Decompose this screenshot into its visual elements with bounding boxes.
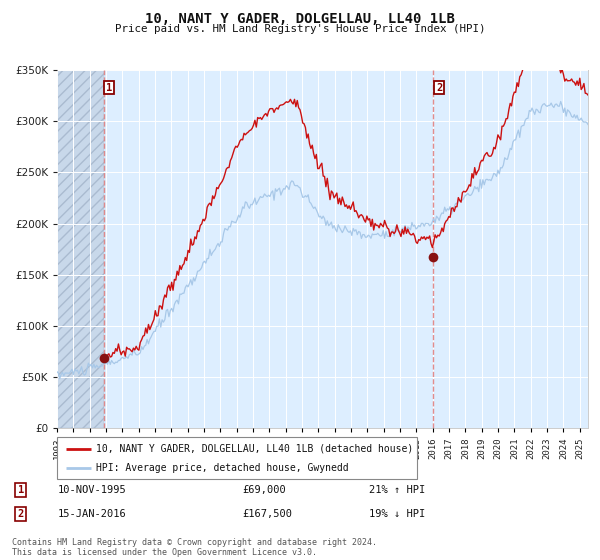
Text: 19% ↓ HPI: 19% ↓ HPI: [369, 508, 425, 519]
Text: 10-NOV-1995: 10-NOV-1995: [58, 485, 127, 495]
Text: 2: 2: [17, 508, 24, 519]
Bar: [57, 70, 104, 428]
Text: £167,500: £167,500: [242, 508, 292, 519]
Text: £69,000: £69,000: [242, 485, 286, 495]
Text: 10, NANT Y GADER, DOLGELLAU, LL40 1LB (detached house): 10, NANT Y GADER, DOLGELLAU, LL40 1LB (d…: [96, 444, 413, 454]
Bar: [57, 70, 104, 428]
Text: Contains HM Land Registry data © Crown copyright and database right 2024.
This d: Contains HM Land Registry data © Crown c…: [12, 538, 377, 557]
Text: 15-JAN-2016: 15-JAN-2016: [58, 508, 127, 519]
FancyBboxPatch shape: [57, 437, 417, 479]
Text: 2: 2: [436, 82, 442, 92]
Text: 10, NANT Y GADER, DOLGELLAU, LL40 1LB: 10, NANT Y GADER, DOLGELLAU, LL40 1LB: [145, 12, 455, 26]
Text: 1: 1: [106, 82, 113, 92]
Text: HPI: Average price, detached house, Gwynedd: HPI: Average price, detached house, Gwyn…: [96, 463, 349, 473]
Text: Price paid vs. HM Land Registry's House Price Index (HPI): Price paid vs. HM Land Registry's House …: [115, 24, 485, 34]
Text: 21% ↑ HPI: 21% ↑ HPI: [369, 485, 425, 495]
Text: 1: 1: [17, 485, 24, 495]
